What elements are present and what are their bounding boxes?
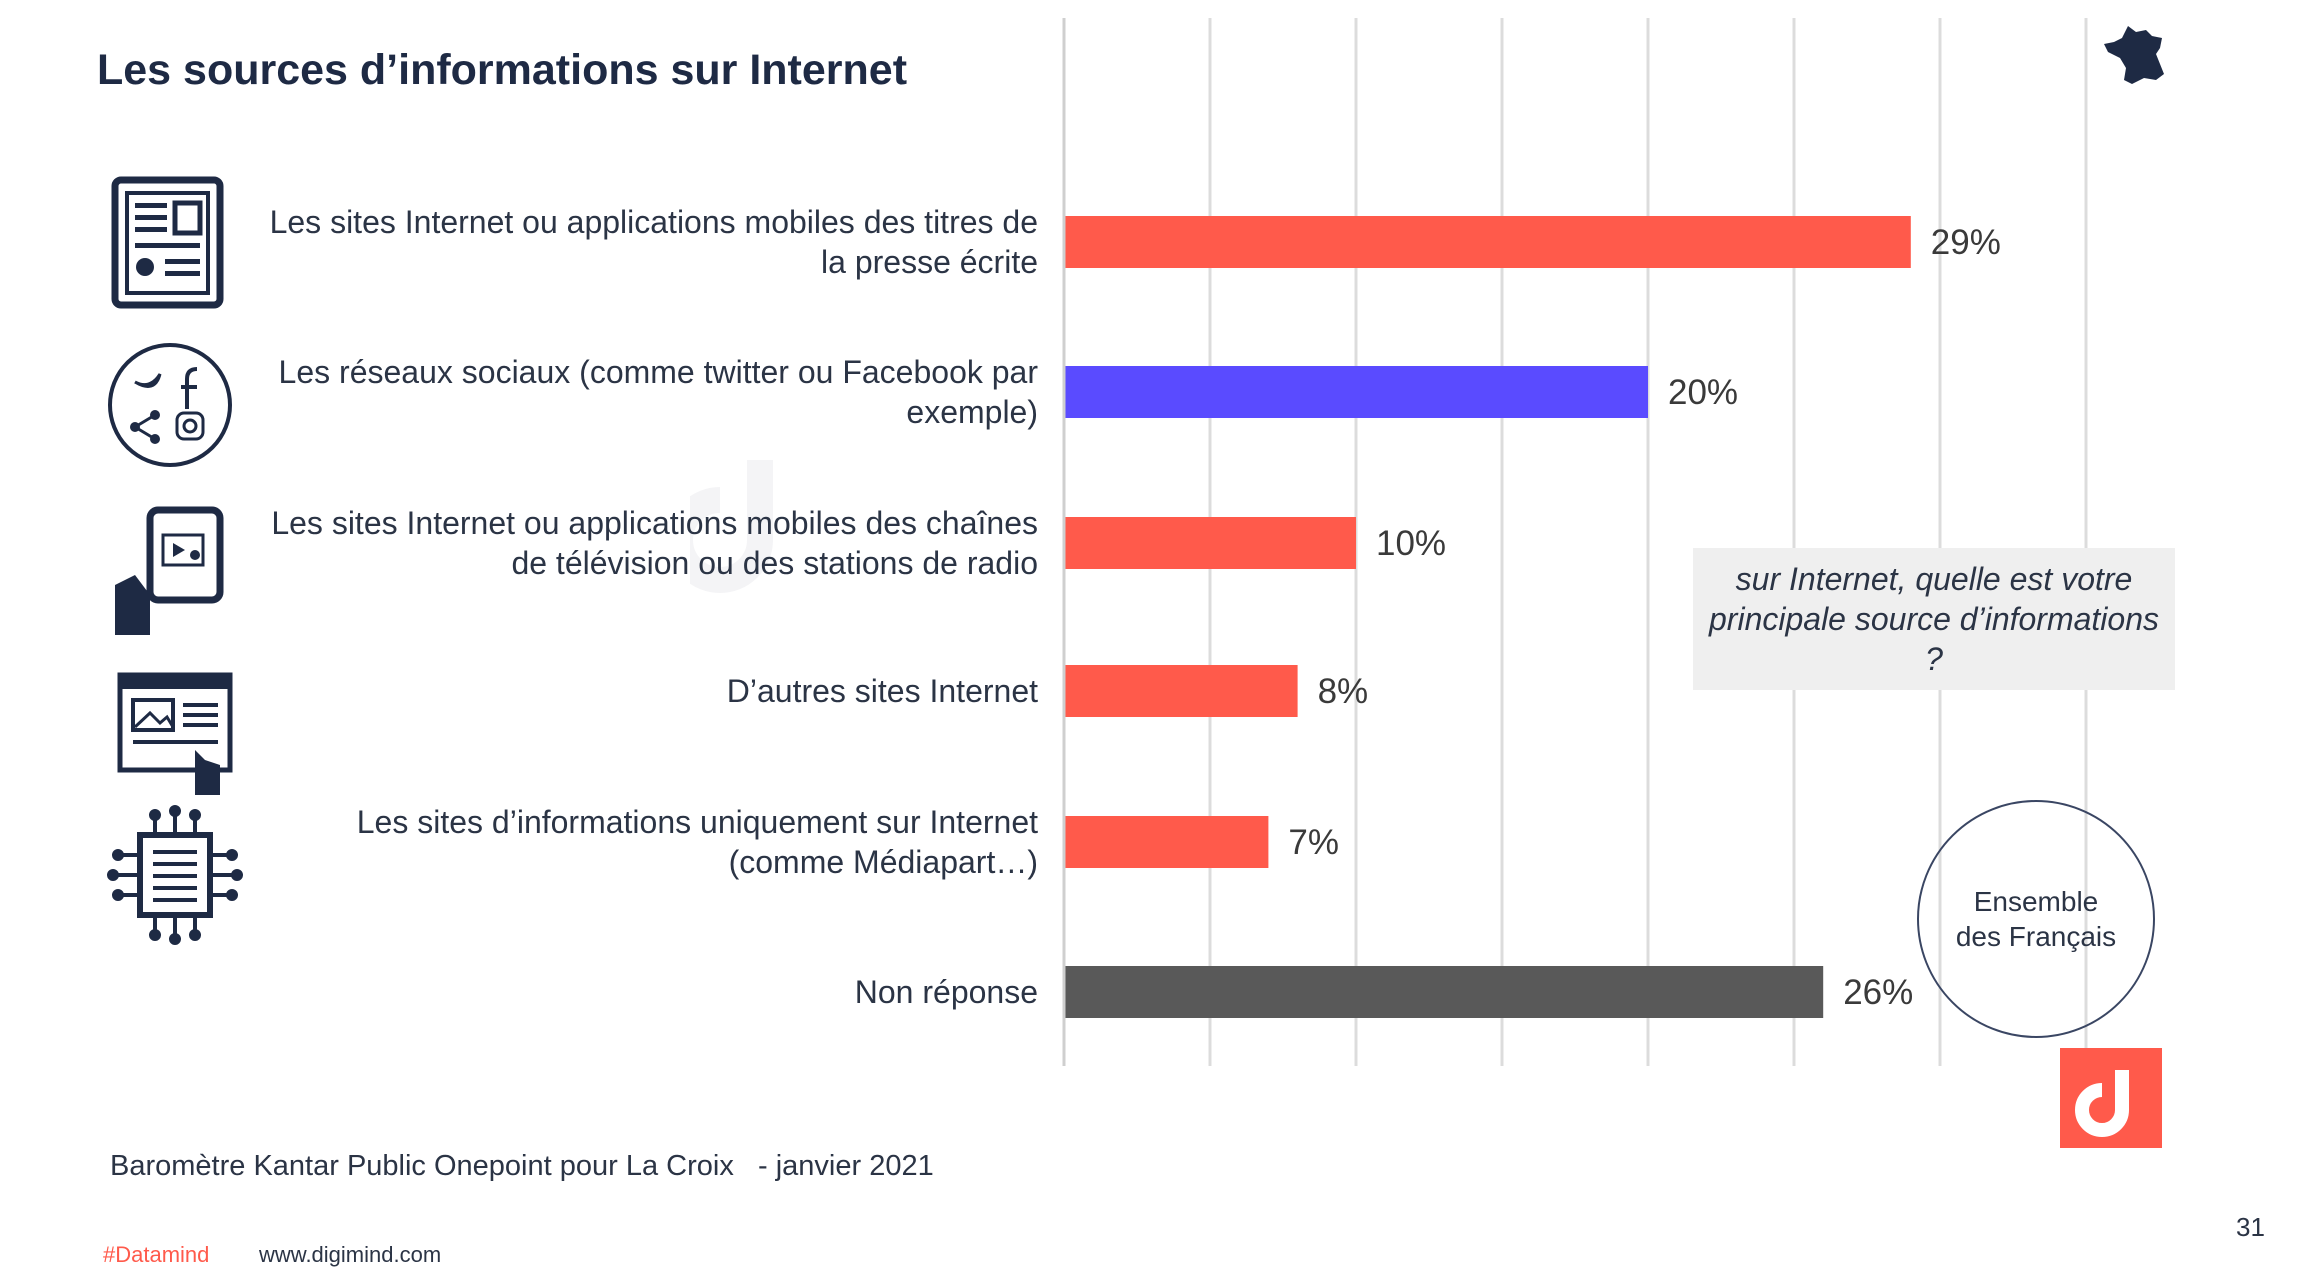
category-label: Non réponse [854, 974, 1038, 1010]
footer-website-link[interactable]: www.digimind.com [259, 1242, 442, 1267]
source-note: Baromètre Kantar Public Onepoint pour La… [110, 1150, 934, 1182]
digimind-watermark-logo [690, 460, 773, 593]
population-text: Ensemble des Français [1955, 886, 2117, 952]
bar [1064, 216, 1911, 268]
digimind-logo [2060, 1048, 2162, 1148]
category-label-row: Les réseaux sociaux (comme twitter ou Fa… [262, 327, 1038, 457]
mobile-video-icon [115, 506, 224, 635]
question-text: sur Internet, quelle est votre principal… [1709, 561, 2159, 677]
data-label: 7% [1288, 823, 1339, 862]
bar [1064, 966, 1824, 1018]
page-number: 31 [2236, 1212, 2265, 1242]
category-label: Les réseaux sociaux (comme twitter ou Fa… [278, 354, 1038, 430]
category-label-row: Les sites Internet ou applications mobil… [262, 478, 1038, 608]
category-label-row: D’autres sites Internet [262, 626, 1038, 756]
digital-news-chip-icon [107, 805, 243, 945]
website-icon [117, 672, 233, 795]
bar [1064, 665, 1298, 717]
category-label-row: Les sites Internet ou applications mobil… [262, 177, 1038, 307]
newspaper-tablet-icon [111, 176, 224, 309]
page-title: Les sources d’informations sur Internet [97, 46, 908, 94]
category-label: Les sites Internet ou applications mobil… [269, 204, 1038, 280]
data-label: 29% [1931, 223, 2001, 262]
category-label: D’autres sites Internet [726, 673, 1038, 709]
france-map-icon [2104, 26, 2164, 84]
data-label: 20% [1668, 373, 1738, 412]
category-label-row: Les sites d’informations uniquement sur … [262, 777, 1038, 907]
population-badge: Ensemble des Français [1917, 800, 2155, 1038]
bar [1064, 366, 1648, 418]
data-label: 8% [1318, 672, 1369, 711]
category-label: Les sites d’informations uniquement sur … [356, 804, 1038, 880]
social-network-icon [108, 343, 232, 467]
footer-hashtag[interactable]: #Datamind [103, 1242, 210, 1267]
category-label-row: Non réponse [262, 927, 1038, 1057]
question-box: sur Internet, quelle est votre principal… [1693, 548, 2175, 690]
data-label: 10% [1376, 524, 1446, 563]
bar [1064, 517, 1356, 569]
data-label: 26% [1843, 973, 1913, 1012]
category-label: Les sites Internet ou applications mobil… [271, 505, 1038, 581]
bar [1064, 816, 1269, 868]
